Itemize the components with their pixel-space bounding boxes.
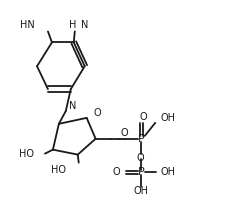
Text: OH: OH [134, 186, 149, 196]
Text: HN: HN [20, 20, 34, 30]
Text: P: P [138, 167, 145, 177]
Text: O: O [139, 112, 147, 122]
Text: O: O [121, 128, 128, 138]
Text: O: O [113, 167, 120, 177]
Text: OH: OH [160, 113, 175, 123]
Text: P: P [138, 134, 145, 144]
Text: HO: HO [51, 165, 66, 175]
Text: OH: OH [161, 167, 176, 177]
Text: O: O [94, 108, 101, 118]
Text: O: O [137, 153, 144, 163]
Text: H: H [69, 20, 76, 30]
Text: N: N [81, 20, 88, 30]
Text: HO: HO [19, 149, 34, 159]
Text: N: N [69, 101, 77, 111]
